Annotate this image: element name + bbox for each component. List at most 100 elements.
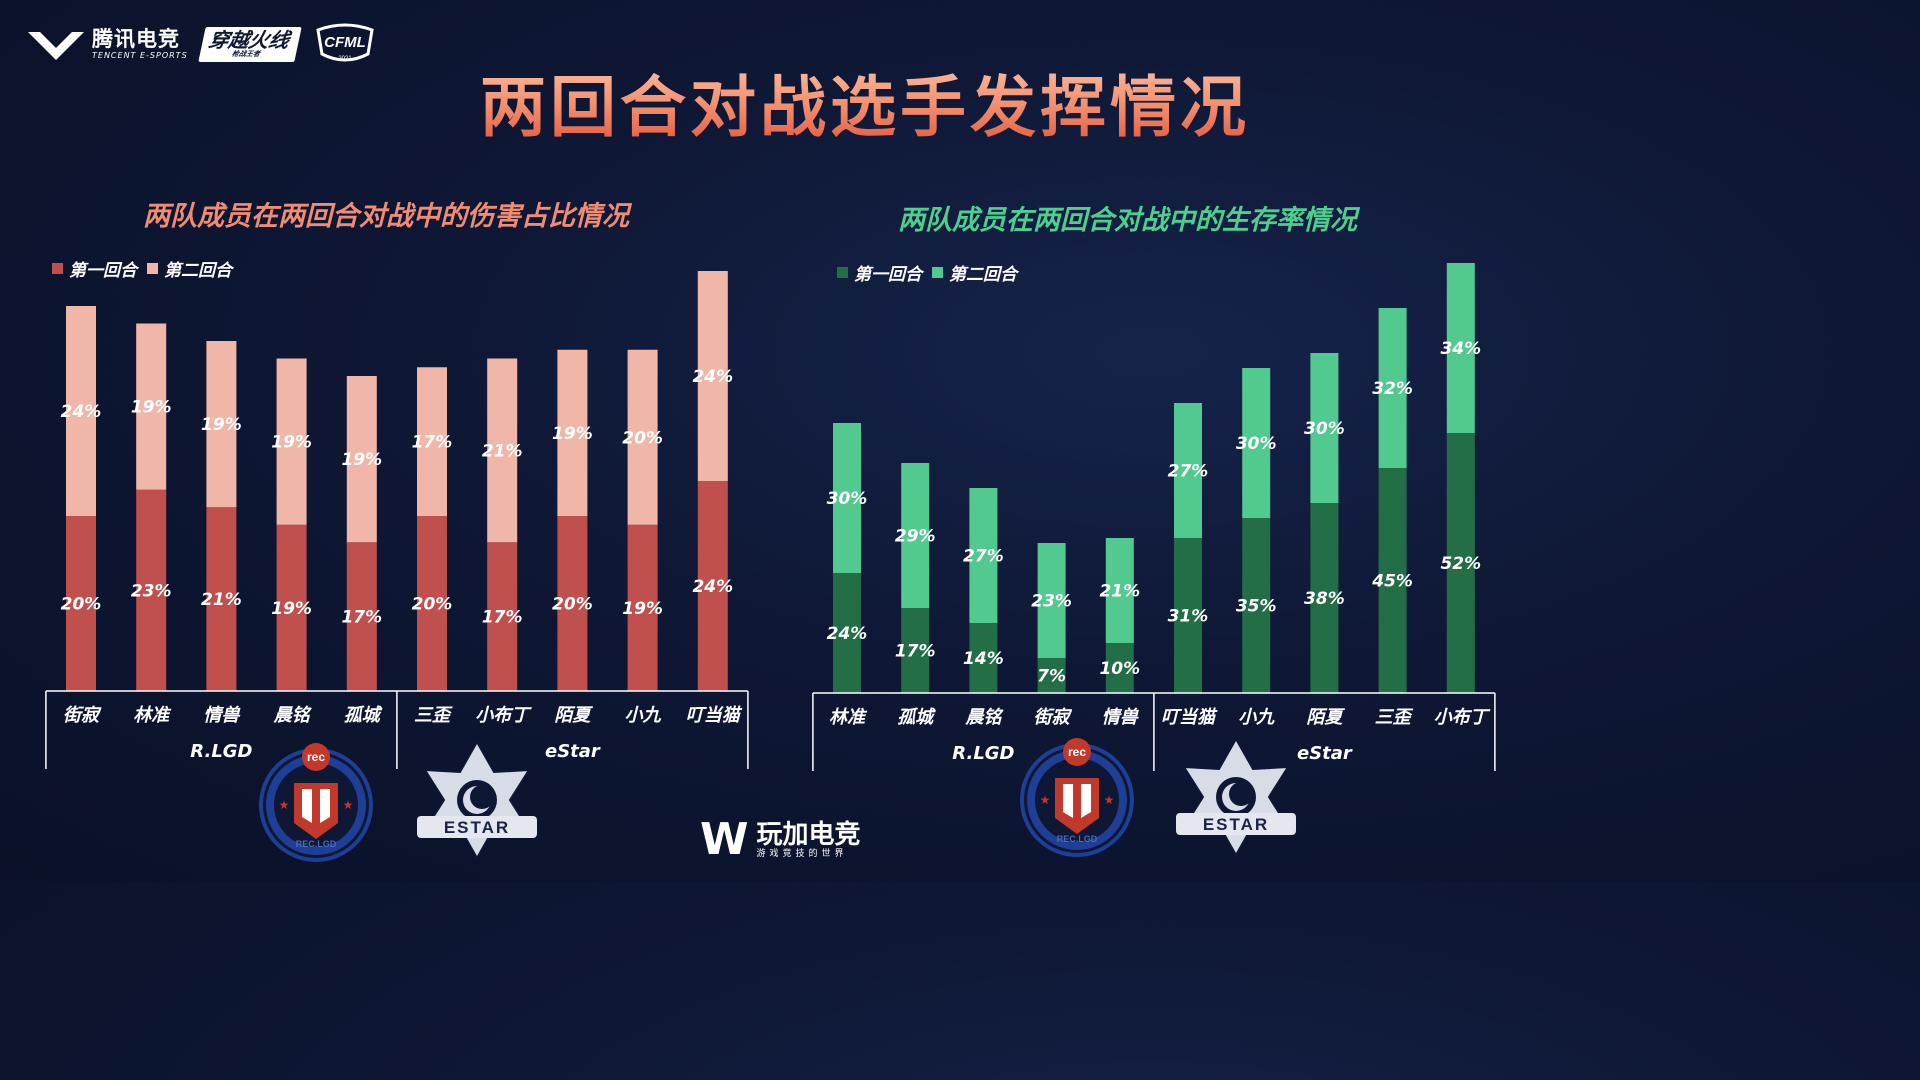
legend-item-round1: 第一回合 [52, 256, 137, 281]
bar-round1 [487, 542, 518, 691]
category-label: 叮当猫 [1161, 707, 1218, 728]
group-label: eStar [1297, 743, 1353, 764]
legend-label-round2: 第二回合 [164, 261, 232, 281]
data-label-round2: 29% [895, 527, 936, 547]
bar-round2 [833, 423, 861, 573]
data-label-round2: 32% [1372, 379, 1413, 399]
damage-chart-title: 两队成员在两回合对战中的伤害占比情况 [143, 201, 629, 232]
wanplus-mark: W [700, 814, 749, 865]
bar-round2 [1105, 538, 1134, 643]
header-logos: 腾讯电竞 TENCENT E-SPORTS 穿越火线 枪战王者 CFML 202… [26, 20, 378, 68]
data-label-round1: 52% [1440, 554, 1481, 574]
tencent-v-icon [28, 32, 84, 60]
bar-round1 [969, 623, 998, 693]
legend-swatch-round1 [52, 263, 63, 274]
bar-round2 [1174, 403, 1202, 538]
bar-round1 [276, 524, 307, 691]
data-label-round2: 20% [622, 428, 663, 448]
category-label: 孤城 [344, 705, 383, 726]
data-label-round1: 35% [1236, 597, 1277, 617]
cfml-logo: CFML 2021 [315, 23, 374, 62]
data-label-round1: 19% [622, 599, 663, 619]
data-label-round2: 19% [201, 415, 242, 435]
data-label-round1: 7% [1037, 667, 1066, 687]
bar-round1 [206, 507, 237, 691]
category-label: 街寂 [1034, 707, 1073, 728]
category-label: 街寂 [63, 705, 102, 726]
legend-label-round1: 第一回合 [69, 261, 137, 281]
data-label-round1: 20% [412, 595, 453, 615]
data-label-round2: 23% [1031, 592, 1072, 612]
bar-round1 [1037, 658, 1066, 693]
category-label: 林准 [829, 707, 868, 728]
data-label-round1: 24% [827, 624, 868, 644]
data-label-round1: 20% [61, 595, 102, 615]
legend-item-round2: 第二回合 [147, 256, 232, 281]
category-label: 陌夏 [1306, 707, 1345, 728]
category-label: 三歪 [1375, 707, 1414, 728]
bar-round1 [1310, 503, 1339, 693]
bar-round2 [1310, 353, 1339, 503]
bar-round1 [557, 516, 588, 691]
survival-legend: 第一回合 第二回合 [837, 260, 1021, 285]
bar-round2 [901, 463, 930, 608]
legend-label-round1: 第一回合 [854, 265, 922, 285]
group-label: R.LGD [190, 741, 252, 762]
cfml-logo-year: 2021 [338, 56, 352, 62]
data-label-round2: 19% [271, 433, 312, 453]
bar-round2 [276, 358, 307, 525]
category-label: 叮当猫 [686, 705, 743, 726]
bar-round2 [697, 271, 728, 481]
category-label: 三歪 [414, 705, 453, 726]
bar-round2 [1378, 308, 1407, 468]
data-label-round2: 27% [1168, 462, 1209, 482]
bar-round2 [1446, 263, 1475, 433]
bar-round1 [627, 524, 658, 691]
data-label-round2: 27% [963, 547, 1004, 567]
bar-round2 [417, 367, 447, 516]
tencent-esports-logo: 腾讯电竞 TENCENT E-SPORTS [26, 24, 188, 64]
wanplus-logo-text: 玩加电竞 [756, 819, 861, 850]
group-label: R.LGD [952, 743, 1014, 764]
data-label-round2: 30% [1236, 434, 1277, 454]
bar-round1 [1378, 468, 1407, 693]
data-label-round1: 20% [552, 595, 593, 615]
survival-chart-title: 两队成员在两回合对战中的生存率情况 [898, 205, 1357, 236]
legend-label-round2: 第二回合 [949, 265, 1017, 285]
bar-round1 [417, 516, 447, 691]
bar-round1 [1242, 518, 1271, 693]
bar-round1 [1446, 433, 1475, 693]
data-label-round2: 24% [692, 367, 733, 387]
wanplus-logo-sub: 游戏竞技的世界 [756, 848, 848, 859]
bar-round2 [206, 341, 237, 508]
legend-item-round2: 第二回合 [932, 260, 1017, 285]
data-label-round1: 21% [201, 590, 242, 610]
data-label-round2: 19% [552, 424, 593, 444]
data-label-round1: 23% [131, 581, 172, 601]
bar-round2 [136, 323, 167, 490]
page-title: 两回合对战选手发挥情况 [480, 54, 1250, 150]
bar-round2 [487, 358, 518, 543]
cfml-logo-text: CFML [324, 34, 366, 51]
category-label: 小布丁 [475, 705, 532, 726]
category-label: 晨铭 [964, 707, 1004, 728]
bar-round2 [557, 349, 588, 516]
bar-round2 [969, 488, 998, 623]
data-label-round1: 10% [1099, 659, 1140, 679]
data-label-round2: 21% [1099, 582, 1140, 602]
category-label: 小布丁 [1434, 707, 1491, 728]
bar-round2 [1037, 543, 1066, 658]
data-label-round2: 17% [412, 433, 453, 453]
data-label-round2: 19% [131, 398, 172, 418]
bar-round1 [833, 573, 861, 693]
data-label-round2: 19% [341, 450, 382, 470]
category-label: 林准 [133, 705, 172, 726]
bar-round1 [901, 608, 930, 693]
data-label-round1: 19% [271, 599, 312, 619]
data-label-round1: 45% [1371, 572, 1413, 592]
category-label: 小九 [1238, 707, 1275, 728]
data-label-round1: 17% [341, 608, 382, 628]
bar-round1 [1174, 538, 1202, 693]
legend-swatch-round1 [837, 267, 848, 278]
group-label: eStar [545, 741, 601, 762]
